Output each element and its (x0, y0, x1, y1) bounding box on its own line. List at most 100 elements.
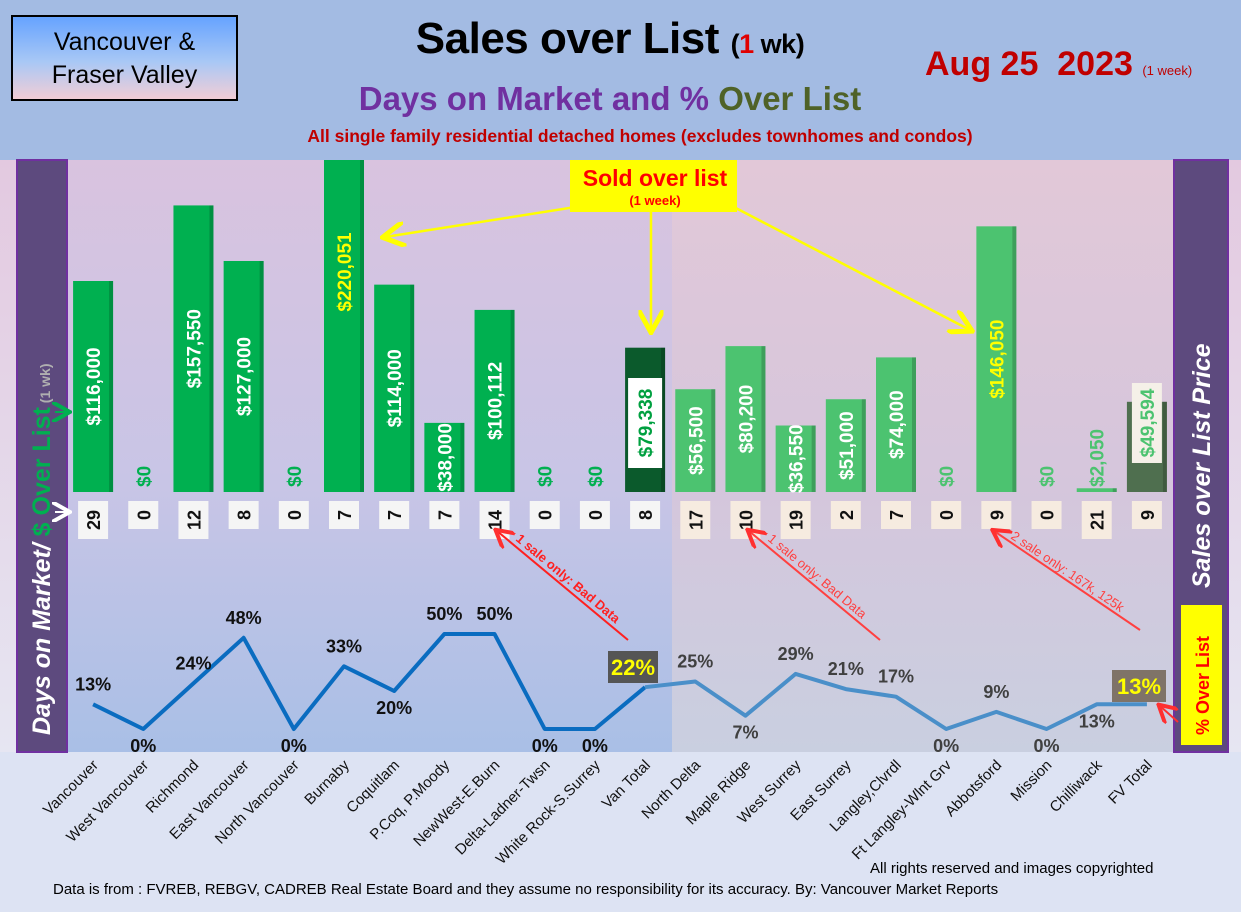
days-on-market-box (579, 501, 610, 529)
days-on-market-box (680, 501, 711, 539)
days-on-market-value: 0 (285, 510, 305, 520)
percent-label: 0% (532, 736, 558, 756)
right-axis-title: Sales over List Price (1188, 343, 1216, 588)
days-on-market-value: 0 (134, 510, 154, 520)
percent-label: 21% (828, 659, 864, 679)
percent-total-box (608, 651, 658, 683)
left-axis-title-days: Days on Market/ (28, 536, 56, 735)
days-on-market-value: 19 (787, 510, 807, 530)
callout-arrow-abbotsford (729, 203, 970, 330)
percent-label: 24% (175, 653, 211, 673)
report-date: Aug 25 2023 (1 week) (925, 45, 1192, 84)
days-on-market-box (981, 501, 1012, 529)
days-on-market-value: 21 (1088, 510, 1108, 530)
percent-label: 22% (611, 655, 655, 680)
bar-value-label: $80,200 (736, 385, 757, 454)
days-on-market-box (1031, 501, 1062, 529)
bar-value-label: $2,050 (1088, 429, 1109, 487)
percent-label: 9% (983, 682, 1009, 702)
date-text: Aug 25 2023 (925, 45, 1133, 83)
days-on-market-box (329, 501, 359, 529)
days-on-market-value: 9 (987, 510, 1007, 520)
bar-shade (360, 160, 364, 493)
days-on-market-box (881, 501, 911, 529)
bar-7 (424, 422, 465, 492)
bar-value-label: $0 (937, 466, 958, 487)
date-note: (1 week) (1142, 63, 1193, 78)
title-paren: ( (730, 29, 740, 59)
bar-0 (73, 281, 114, 492)
bar-20 (1076, 488, 1117, 492)
fv-total-pointer-icon (1160, 706, 1179, 722)
callout-subtitle: (1 week) (629, 193, 680, 208)
days-on-market-value: 9 (1138, 510, 1158, 520)
line-vancouver (92, 632, 647, 731)
days-on-market-value: 12 (184, 510, 204, 530)
percent-label: 13% (75, 674, 111, 694)
bar-shade (1112, 488, 1117, 492)
note-arrow-icon (749, 531, 881, 641)
days-on-market-box (1081, 501, 1112, 539)
bar-18 (976, 226, 1017, 492)
axis-area-background (0, 752, 1241, 912)
left-axis-title: Days on Market/ $ Over List (1 wk) (28, 364, 56, 736)
bar-value-label: $220,051 (335, 232, 356, 312)
bar-shade (861, 399, 866, 492)
days-on-market-value: 17 (686, 510, 706, 530)
bar-shade (109, 281, 114, 492)
percent-label: 20% (376, 698, 412, 718)
bar-shade (661, 347, 666, 492)
bar-value-label: $0 (285, 466, 306, 487)
bar-value-label: $49,594 (1138, 388, 1159, 457)
bar-label-box (1131, 383, 1162, 463)
percent-label: 48% (226, 608, 262, 628)
bar-2 (173, 205, 214, 492)
bar-value-label: $127,000 (235, 337, 256, 416)
bar-value-label: $36,550 (787, 424, 808, 493)
bar-value-label: $114,000 (385, 349, 406, 427)
percent-label: 13% (1079, 711, 1115, 731)
days-on-market-value: 0 (1038, 510, 1058, 520)
percent-label: 25% (677, 652, 713, 672)
note-arrow-icon (497, 531, 629, 641)
days-on-market-value: 0 (586, 510, 606, 520)
days-on-market-box (830, 501, 861, 529)
bar-labels: $116,000 $0 $157,550 $127,000 $0 $220,051 $114… (84, 232, 1162, 493)
percent-label: 0% (281, 736, 307, 756)
region-line-1: Vancouver & (53, 28, 196, 56)
bar-shade (1012, 226, 1017, 492)
percent-label: 50% (477, 604, 513, 624)
bar-value-label: $79,338 (636, 389, 657, 458)
left-axis-panel (16, 159, 68, 753)
title-period-unit: wk) (753, 29, 805, 59)
days-on-market-row: 29 0 12 8 0 7 7 7 14 0 0 8 17 10 19 2 7 0 9 0 21 9 (78, 501, 1162, 539)
days-on-market-value: 8 (636, 510, 656, 520)
bar-shade (1162, 401, 1167, 492)
percent-label: 7% (732, 723, 758, 743)
bar-shade (460, 422, 465, 492)
days-on-market-value: 14 (486, 510, 506, 530)
days-on-market-box (178, 501, 209, 539)
bar-value-label: $100,112 (486, 362, 507, 440)
bar-value-label: $38,000 (435, 423, 456, 492)
bar-shade (209, 205, 214, 492)
callout-box (570, 160, 737, 212)
bar-12 (675, 389, 716, 492)
percent-label: 33% (326, 636, 362, 656)
bar-value-label: $0 (134, 466, 155, 487)
line-fraser-valley (644, 671, 1147, 731)
title-period-number: 1 (739, 29, 754, 59)
percent-label: 0% (1034, 736, 1060, 756)
days-on-market-box (780, 501, 811, 539)
days-on-market-box (1131, 501, 1162, 529)
title-main: Sales over List (415, 14, 720, 63)
bar-6 (374, 284, 415, 492)
chart-subtitle: Days on Market and % Over List (300, 80, 920, 118)
bar-value-label: $56,500 (686, 406, 707, 475)
percent-label: 29% (778, 644, 814, 664)
days-on-market-value: 8 (235, 510, 255, 520)
days-on-market-value: 29 (84, 510, 104, 530)
percent-label: 0% (582, 736, 608, 756)
days-on-market-value: 0 (937, 510, 957, 520)
days-on-market-value: 10 (736, 510, 756, 530)
